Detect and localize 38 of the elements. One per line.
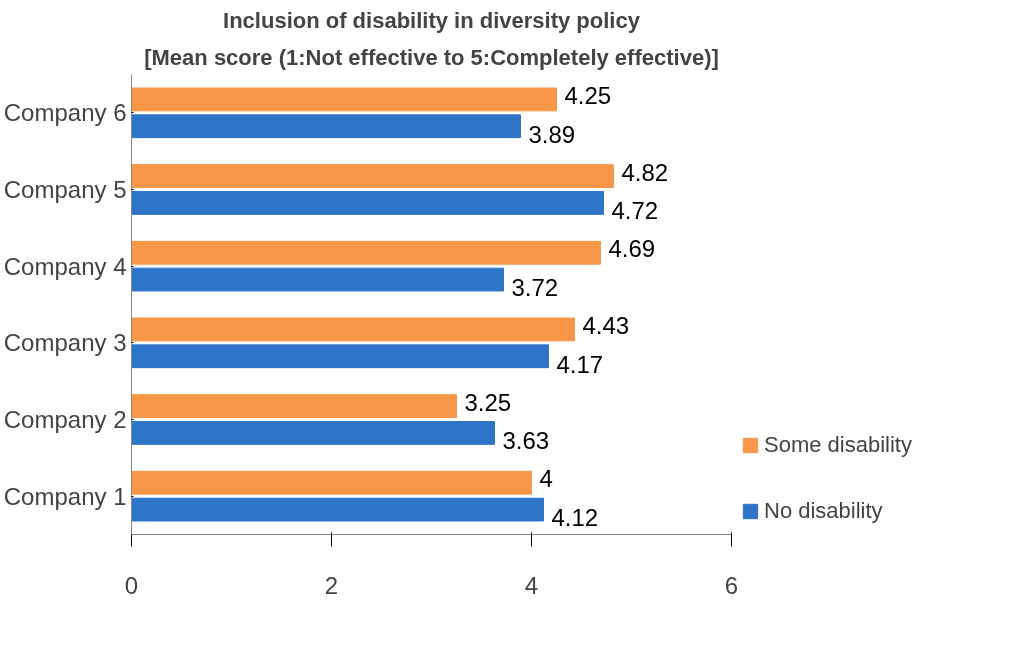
bar [131, 191, 604, 215]
legend-label: No disability [764, 498, 883, 524]
data-label: 3.25 [464, 388, 512, 416]
y-tick-label: Company 2 [3, 406, 127, 433]
data-label: 4.72 [611, 197, 659, 225]
bar [131, 344, 549, 369]
y-tick-label: Company 3 [3, 329, 127, 357]
bar [131, 267, 504, 292]
bar [131, 497, 544, 522]
data-label: 3.63 [502, 427, 550, 455]
data-label: 4 [539, 465, 553, 493]
data-label: 4.25 [564, 81, 612, 109]
data-label: 4.43 [582, 311, 630, 339]
legend-label: Some disability [764, 432, 912, 458]
bar [131, 394, 457, 418]
y-tick-label: Company 4 [3, 252, 127, 280]
x-tick-label: 0 [124, 571, 139, 599]
data-label: 4.69 [608, 235, 656, 263]
x-tick-label: 6 [724, 571, 739, 599]
bar [131, 317, 575, 342]
bar [131, 421, 495, 445]
y-tick-label: Company 5 [3, 176, 127, 203]
x-tick-label: 4 [524, 571, 539, 599]
bar [131, 87, 557, 112]
data-label: 4.17 [556, 350, 604, 378]
data-label: 3.72 [511, 274, 559, 302]
bar [131, 114, 521, 139]
x-tick-label: 2 [324, 571, 339, 599]
chart-subtitle: [Mean score (1:Not effective to 5:Completely effective)] [144, 44, 719, 70]
chart-title: Inclusion of disability in diversity policy [223, 7, 641, 33]
data-label: 3.89 [528, 120, 576, 148]
bar [131, 164, 614, 188]
bar [131, 240, 601, 265]
data-label: 4.82 [621, 158, 669, 186]
y-tick-label: Company 6 [3, 99, 127, 127]
bar [131, 470, 532, 495]
y-tick-label: Company 1 [3, 482, 127, 510]
data-label: 4.12 [551, 504, 599, 532]
